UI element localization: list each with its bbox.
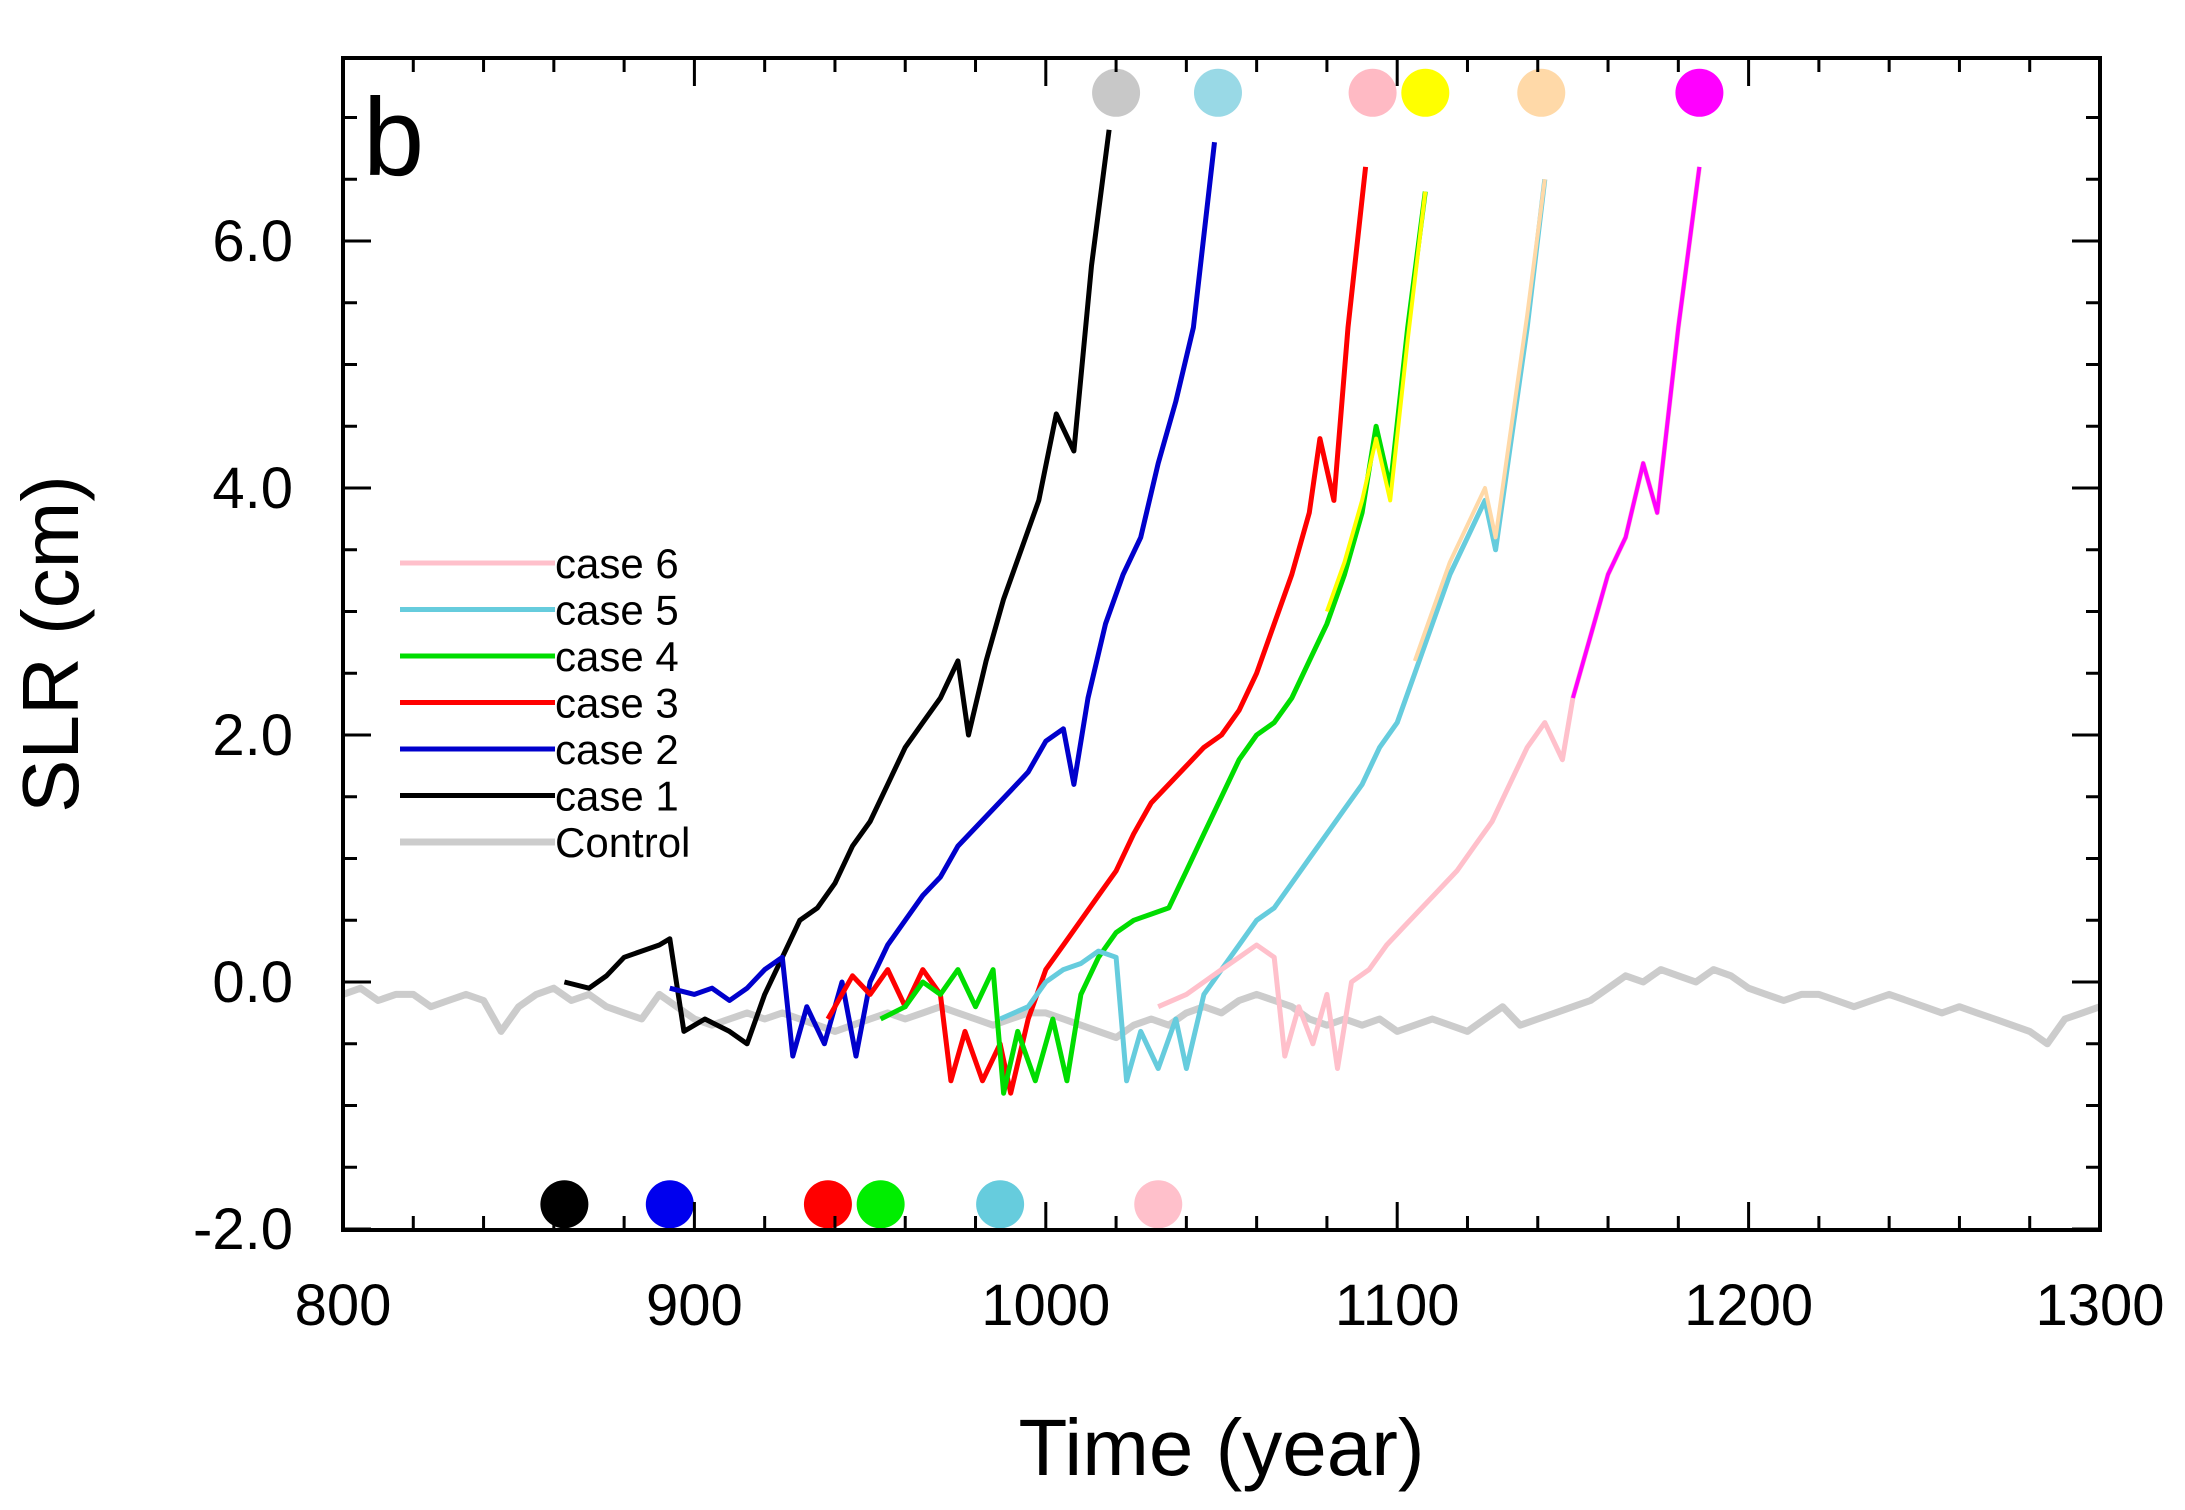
x-tick-label: 800 <box>295 1273 392 1338</box>
end-marker <box>1517 68 1566 117</box>
overlay-line-case-6-twin <box>1570 166 1702 699</box>
x-tick-label: 900 <box>646 1273 743 1338</box>
y-axis-title: SLR (cm) <box>6 475 95 813</box>
tick-layer: 800 900 1000 1100 1200 1300 -2.0 0.0 2.0 4.0 6.0 <box>193 58 2165 1338</box>
x-tick-label: 1100 <box>1335 1273 1460 1338</box>
end-marker <box>1675 68 1724 117</box>
x-tick-label: 1300 <box>2035 1273 2164 1338</box>
series-line-case-4 <box>879 191 1428 1096</box>
plot-frame <box>341 56 2102 1232</box>
series-line-case-2 <box>669 141 1217 1059</box>
start-marker <box>856 1180 905 1229</box>
end-marker <box>1092 68 1141 117</box>
legend-label-case-4: case 4 <box>555 633 679 680</box>
legend-label-case-6: case 6 <box>555 540 679 587</box>
start-marker <box>645 1180 694 1229</box>
y-tick-label: 4.0 <box>212 456 293 521</box>
y-tick-label: 0.0 <box>212 950 293 1015</box>
end-marker <box>1348 68 1397 117</box>
start-marker <box>803 1180 852 1229</box>
x-tick-label: 1000 <box>981 1273 1110 1338</box>
series-line-case-1 <box>563 129 1112 1047</box>
y-tick-label: -2.0 <box>193 1197 293 1262</box>
series-line-control <box>341 966 2102 1048</box>
start-marker <box>976 1180 1025 1229</box>
series-line-case-5 <box>999 179 1548 1084</box>
legend-label-case-1: case 1 <box>555 773 679 820</box>
x-axis-title: Time (year) <box>1019 1403 1425 1492</box>
start-marker <box>540 1180 589 1229</box>
legend-label-case-5: case 5 <box>555 587 679 634</box>
legend-label-case-3: case 3 <box>555 680 679 727</box>
y-tick-label: 2.0 <box>212 703 293 768</box>
series-layer <box>341 129 2102 1096</box>
panel-label: b <box>363 76 424 199</box>
legend-label-control: Control <box>555 819 690 866</box>
overlay-line-case-4-twin <box>1325 191 1428 613</box>
series-line-case-3 <box>825 166 1369 1096</box>
overlay-line-case-5-twin <box>1412 179 1547 662</box>
y-tick-label: 6.0 <box>212 209 293 274</box>
start-marker <box>1134 1180 1183 1229</box>
x-tick-label: 1200 <box>1684 1273 1813 1338</box>
end-marker <box>1193 68 1242 117</box>
legend-label-case-2: case 2 <box>555 726 679 773</box>
end-marker <box>1401 68 1450 117</box>
